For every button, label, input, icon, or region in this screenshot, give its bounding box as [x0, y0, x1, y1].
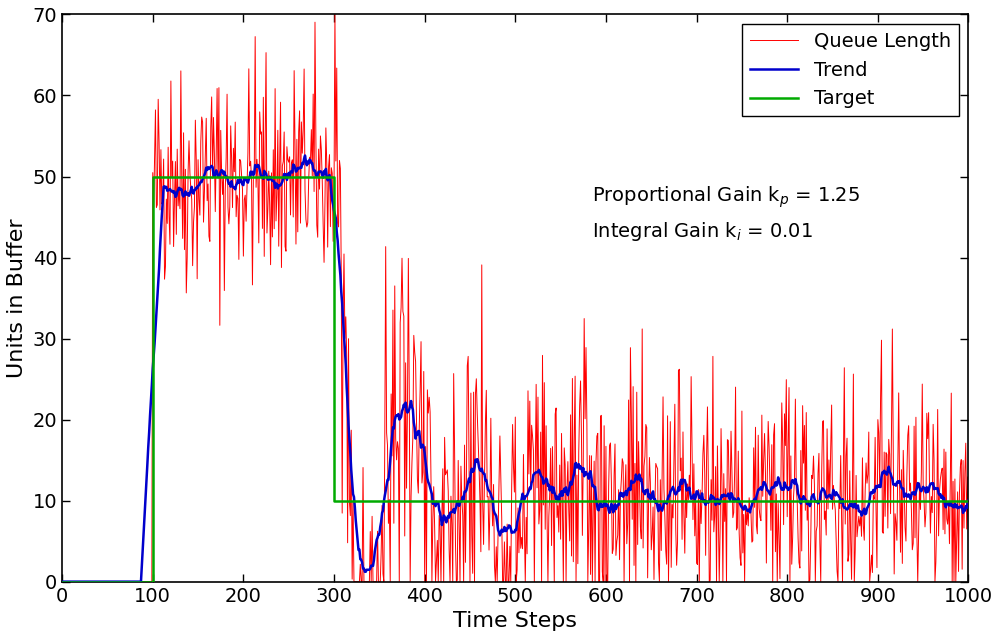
Target: [147, 578, 159, 586]
Trend: [56, 578, 68, 586]
Target: [962, 497, 974, 505]
Queue Length: [919, 523, 931, 531]
Queue Length: [111, 578, 123, 586]
Trend: [962, 496, 974, 504]
Y-axis label: Units in Buffer: Units in Buffer: [7, 218, 27, 378]
Trend: [299, 152, 311, 160]
X-axis label: Time Steps: Time Steps: [453, 611, 577, 631]
Queue Length: [858, 537, 870, 544]
Line: Target: Target: [62, 177, 968, 582]
Line: Queue Length: Queue Length: [62, 15, 968, 582]
Target: [147, 173, 159, 181]
Trend: [763, 489, 775, 496]
Target: [328, 497, 340, 505]
Legend: Queue Length, Trend, Target: Queue Length, Trend, Target: [742, 24, 959, 116]
Queue Length: [797, 402, 809, 410]
Queue Length: [329, 11, 341, 19]
Line: Trend: Trend: [62, 156, 968, 582]
Trend: [919, 485, 931, 493]
Text: Proportional Gain k$_p$ = 1.25
Integral Gain k$_i$ = 0.01: Proportional Gain k$_p$ = 1.25 Integral …: [592, 184, 860, 243]
Target: [328, 173, 340, 181]
Queue Length: [763, 443, 775, 451]
Queue Length: [56, 578, 68, 586]
Trend: [240, 175, 252, 183]
Trend: [797, 496, 809, 503]
Queue Length: [240, 218, 252, 225]
Target: [56, 578, 68, 586]
Trend: [111, 578, 123, 586]
Trend: [858, 505, 870, 512]
Queue Length: [962, 535, 974, 543]
